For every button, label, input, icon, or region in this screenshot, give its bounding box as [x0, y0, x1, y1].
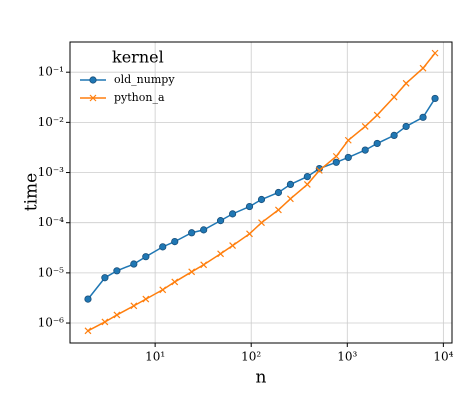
marker — [315, 167, 323, 174]
y-tick-label: 10⁻⁵ — [38, 265, 65, 279]
marker — [228, 210, 237, 218]
x-tick-label: 10⁴ — [433, 350, 453, 364]
marker — [200, 226, 208, 234]
marker — [390, 131, 398, 139]
y-tick-label: 10⁻¹ — [38, 65, 64, 79]
marker — [245, 202, 254, 211]
marker — [113, 311, 121, 319]
marker — [344, 136, 352, 144]
legend-marker — [89, 76, 97, 84]
marker — [246, 230, 253, 238]
marker — [287, 195, 294, 203]
marker — [402, 122, 410, 131]
marker — [332, 158, 340, 166]
marker — [431, 49, 439, 57]
marker — [419, 113, 427, 121]
marker — [159, 286, 167, 294]
y-tick-label: 10⁻³ — [38, 165, 65, 179]
axes-frame — [69, 41, 453, 344]
marker — [142, 295, 150, 303]
y-tick-label: 10⁻² — [38, 115, 65, 129]
marker — [274, 188, 283, 197]
x-tick-label: 10² — [241, 350, 261, 364]
marker — [130, 302, 138, 310]
marker — [101, 318, 109, 326]
y-tick-label: 10⁻⁴ — [38, 215, 65, 229]
marker — [390, 93, 398, 101]
y-tick-label: 10⁻⁶ — [38, 316, 65, 330]
marker — [257, 195, 266, 204]
marker — [361, 123, 369, 130]
marker — [217, 250, 225, 258]
marker — [200, 261, 208, 269]
legend-label: old_numpy — [114, 73, 175, 86]
marker — [84, 327, 92, 335]
marker — [373, 139, 381, 148]
marker — [216, 217, 225, 225]
marker — [275, 206, 282, 214]
legend-marker — [89, 94, 97, 102]
legend-label: python_a — [114, 91, 165, 104]
marker — [229, 242, 237, 250]
marker — [171, 278, 179, 286]
marker — [419, 64, 427, 72]
marker — [402, 79, 410, 87]
x-tick-label: 10¹ — [145, 350, 165, 364]
x-tick-label: 10³ — [337, 350, 357, 364]
x-axis-label: n — [256, 368, 267, 388]
y-axis-label: time — [22, 173, 42, 211]
marker — [303, 172, 311, 181]
marker — [113, 267, 121, 275]
marker — [84, 295, 92, 303]
marker — [159, 243, 167, 251]
marker — [130, 260, 138, 268]
marker — [344, 153, 352, 162]
marker — [142, 253, 150, 261]
marker — [431, 94, 439, 103]
marker — [101, 274, 109, 282]
marker — [373, 111, 381, 119]
marker — [286, 180, 295, 189]
marker — [188, 229, 196, 237]
marker — [188, 268, 196, 276]
legend-title: kernel — [112, 48, 164, 67]
marker — [258, 219, 265, 227]
series — [84, 49, 439, 335]
marker — [303, 180, 311, 188]
plot-area — [70, 42, 452, 343]
marker — [332, 152, 340, 160]
marker — [361, 146, 369, 154]
series — [84, 94, 439, 303]
marker — [171, 238, 179, 246]
